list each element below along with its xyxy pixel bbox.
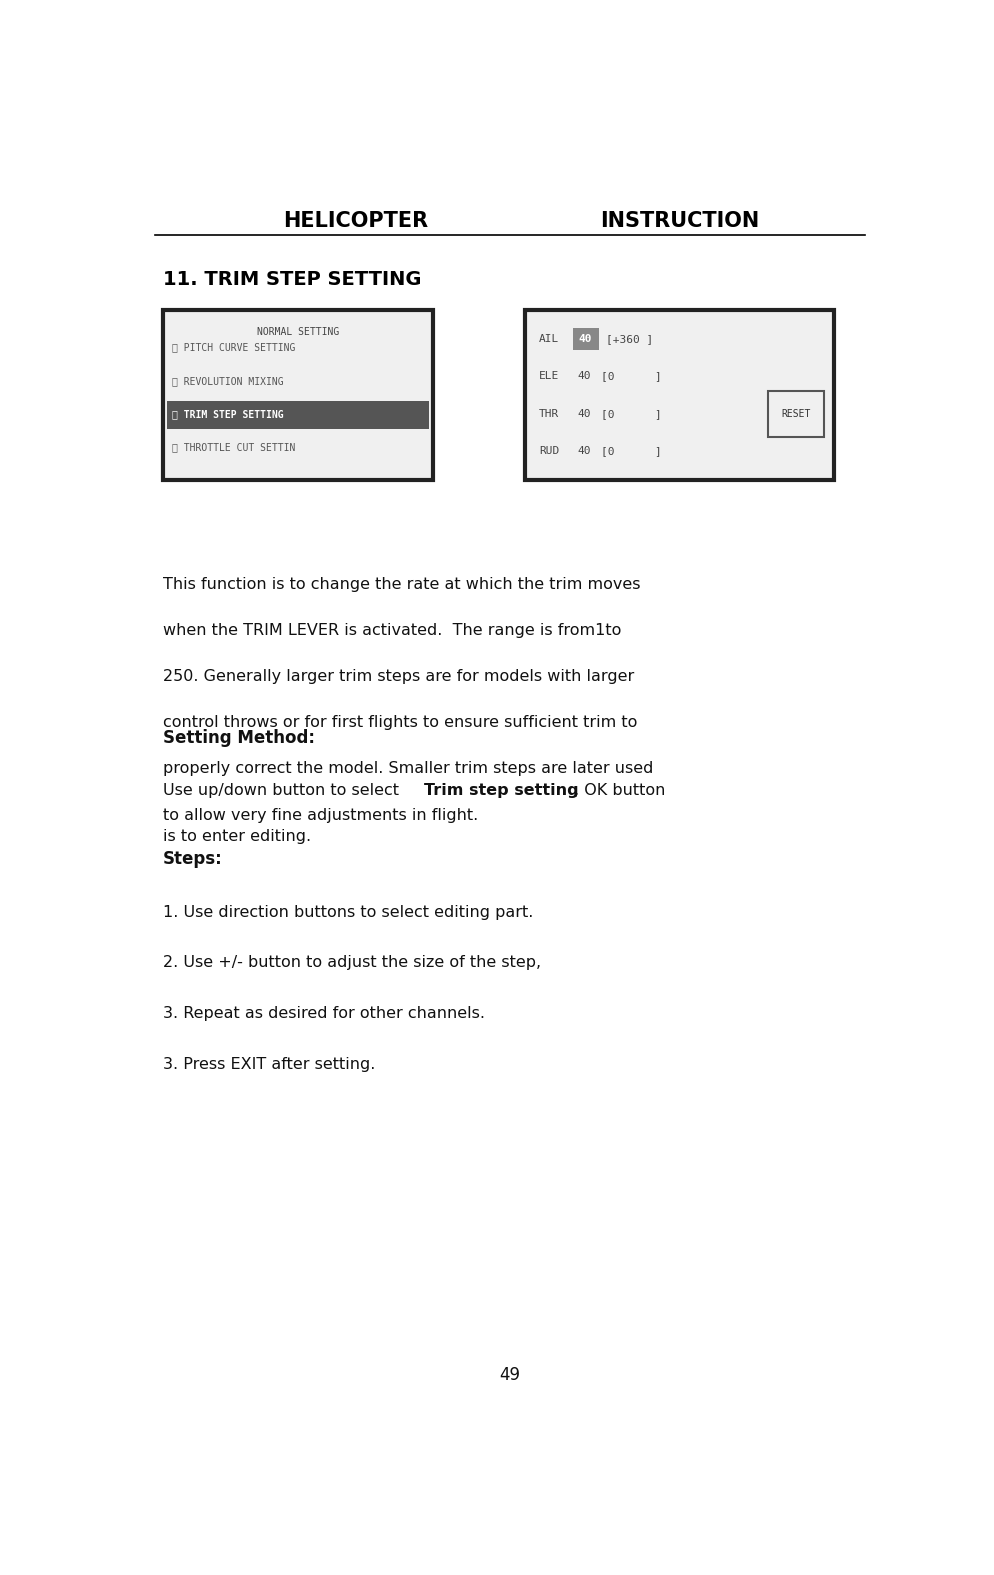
- Text: [0      ]: [0 ]: [600, 410, 661, 419]
- Text: INSTRUCTION: INSTRUCTION: [599, 211, 758, 230]
- Text: NORMAL SETTING: NORMAL SETTING: [256, 328, 339, 337]
- Text: ELE: ELE: [539, 372, 559, 381]
- FancyBboxPatch shape: [767, 391, 823, 438]
- Text: is to enter editing.: is to enter editing.: [163, 830, 311, 844]
- Text: 3. Repeat as desired for other channels.: 3. Repeat as desired for other channels.: [163, 1006, 484, 1022]
- Text: 40: 40: [579, 334, 591, 345]
- Text: control throws or for first flights to ensure sufficient trim to: control throws or for first flights to e…: [163, 715, 637, 731]
- Text: ⑩ PITCH CURVE SETTING: ⑩ PITCH CURVE SETTING: [172, 343, 295, 353]
- Text: [0      ]: [0 ]: [600, 446, 661, 457]
- Text: Trim step setting: Trim step setting: [423, 783, 578, 799]
- Text: ⑫ TRIM STEP SETTING: ⑫ TRIM STEP SETTING: [172, 410, 283, 419]
- Text: 49: 49: [499, 1366, 520, 1384]
- Text: HELICOPTER: HELICOPTER: [283, 211, 427, 230]
- Text: 3. Press EXIT after setting.: 3. Press EXIT after setting.: [163, 1057, 375, 1073]
- Text: [+360 ]: [+360 ]: [605, 334, 653, 345]
- Text: 40: 40: [578, 372, 590, 381]
- FancyBboxPatch shape: [167, 400, 428, 428]
- Text: Setting Method:: Setting Method:: [163, 729, 315, 747]
- Text: Use up/down button to select: Use up/down button to select: [163, 783, 404, 799]
- FancyBboxPatch shape: [163, 310, 432, 480]
- Text: to allow very fine adjustments in flight.: to allow very fine adjustments in flight…: [163, 808, 478, 822]
- Text: ⑪ REVOLUTION MIXING: ⑪ REVOLUTION MIXING: [172, 376, 283, 386]
- Text: AIL: AIL: [539, 334, 559, 345]
- Text: 40: 40: [578, 410, 590, 419]
- Text: , OK button: , OK button: [574, 783, 665, 799]
- Text: when the TRIM LEVER is activated.  The range is from1to: when the TRIM LEVER is activated. The ra…: [163, 624, 620, 638]
- Text: 40: 40: [578, 446, 590, 457]
- Text: ⑬ THROTTLE CUT SETTIN: ⑬ THROTTLE CUT SETTIN: [172, 443, 295, 452]
- Text: [0      ]: [0 ]: [600, 372, 661, 381]
- Text: 11. TRIM STEP SETTING: 11. TRIM STEP SETTING: [163, 271, 421, 290]
- Text: RESET: RESET: [780, 410, 810, 419]
- Text: 250. Generally larger trim steps are for models with larger: 250. Generally larger trim steps are for…: [163, 669, 633, 684]
- Text: Steps:: Steps:: [163, 850, 223, 868]
- Text: This function is to change the rate at which the trim moves: This function is to change the rate at w…: [163, 576, 640, 592]
- Text: 2. Use +/- button to adjust the size of the step,: 2. Use +/- button to adjust the size of …: [163, 956, 541, 970]
- Text: RUD: RUD: [539, 446, 559, 457]
- Text: 1. Use direction buttons to select editing part.: 1. Use direction buttons to select editi…: [163, 904, 533, 920]
- Text: properly correct the model. Smaller trim steps are later used: properly correct the model. Smaller trim…: [163, 761, 653, 776]
- Text: THR: THR: [539, 410, 559, 419]
- FancyBboxPatch shape: [525, 310, 833, 480]
- FancyBboxPatch shape: [573, 328, 598, 350]
